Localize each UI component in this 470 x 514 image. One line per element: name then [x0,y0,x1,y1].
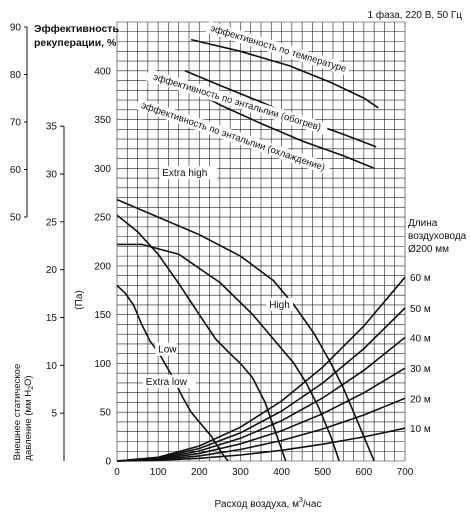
efficiency-tick-label: 90 [10,23,22,34]
y-tick-label-mm: 20 [46,265,58,276]
fan-curve [116,284,229,462]
efficiency-tick-label: 80 [10,70,22,81]
y-tick-label-pa: 350 [94,115,111,126]
efficiency-axis-label-line2: рекуперации, % [34,37,117,49]
x-axis-label-suffix: /час [303,499,322,510]
fan-curve-label-bg [155,342,177,356]
y-tick-label-mm: 5 [51,409,57,420]
y-tick-label-mm: 15 [46,313,58,324]
efficiency-curve-label-bg [135,97,332,175]
y-axis-label-mm: Внешнее статическоедавление (мм H2O) [12,364,35,461]
duct-title-line2: воздуховода [408,231,467,242]
fan-curve [116,198,375,462]
duct-title-line3: Ø200 мм [408,244,449,255]
y-tick-label-pa: 400 [94,66,111,77]
duct-curve [116,367,406,462]
duct-curve-label: 50 м [410,304,431,315]
fan-curve-label: Extra low [146,377,188,388]
y-axis-label-mm-line2: давление (мм H [23,390,34,461]
duct-curve-label: 10 м [410,424,431,435]
fan-curve-label: Low [158,345,177,356]
x-tick-label: 500 [314,467,331,478]
duct-curve [116,336,406,462]
fan-curve-label: Extra high [162,168,207,179]
efficiency-axis-label-line1: Эффективность [34,23,119,35]
y-tick-label-pa: 300 [94,164,111,175]
x-tick-label: 100 [150,467,167,478]
x-tick-label: 0 [114,467,120,478]
duct-curve-label: 40 м [410,333,431,344]
x-axis-label-exp: 3 [299,497,303,504]
x-tick-label: 600 [356,467,373,478]
y-tick-label-pa: 250 [94,213,111,224]
efficiency-tick-label: 70 [10,118,22,129]
fan-curve-label-bg [159,166,218,180]
y-axis-label-mm-sub: 2 [28,386,35,390]
x-axis-label-prefix: Расход воздуха, м [215,499,300,510]
labels: 1 фаза, 220 В, 50 Гц Эффективность рекуп… [10,9,467,510]
efficiency-tick-label: 50 [10,213,22,224]
axes [24,26,65,461]
y-axis-label-mm-line1: Внешнее статическое [12,364,23,460]
fan-curve-label-bg [266,297,294,311]
y-axis-label-pa: (Па) [74,290,85,309]
y-tick-label-pa: 200 [94,261,111,272]
efficiency-tick-label: 60 [10,165,22,176]
duct-curve-label: 20 м [410,394,431,405]
duct-curve [116,307,406,462]
fan-curve [117,243,340,462]
duct-curve-label: 60 м [410,273,431,284]
efficiency-curve-label-bg [205,21,351,76]
fan-curve-label: High [269,300,290,311]
y-tick-label-mm: 25 [46,217,58,228]
y-tick-label-mm: 30 [46,169,58,180]
y-tick-label-pa: 100 [94,359,111,370]
y-tick-label-mm: 10 [46,361,58,372]
efficiency-curve [190,38,379,109]
y-tick-label-pa: 150 [94,310,111,321]
efficiency-curve-label-bg [145,68,329,136]
x-tick-label: 300 [232,467,249,478]
y-tick-label-pa: 0 [105,457,111,468]
duct-curve [116,427,406,462]
efficiency-curve-label: эффективность по энтальпии (обогрев) [152,72,323,134]
y-axis-label-mm-close: O) [23,375,34,386]
y-tick-label-pa: 50 [100,408,112,419]
duct-curve [116,397,406,462]
duct-curve [116,276,406,462]
duct-title-line1: Длина [408,218,438,229]
x-axis-label: Расход воздуха, м3/час [215,497,322,510]
x-tick-label: 700 [397,467,414,478]
x-tick-label: 400 [273,467,290,478]
y-tick-label-mm: 35 [46,122,58,133]
duct-curve-label: 30 м [410,364,431,375]
efficiency-curve-label-group: эффективность по энтальпии (охлаждение) [135,97,332,175]
fan-curve-label-bg [142,374,196,388]
efficiency-curve [184,84,375,170]
x-tick-label: 200 [191,467,208,478]
efficiency-curve-label-group: эффективность по энтальпии (обогрев) [145,68,329,136]
power-note: 1 фаза, 220 В, 50 Гц [368,9,463,21]
fan-curve [116,214,287,462]
